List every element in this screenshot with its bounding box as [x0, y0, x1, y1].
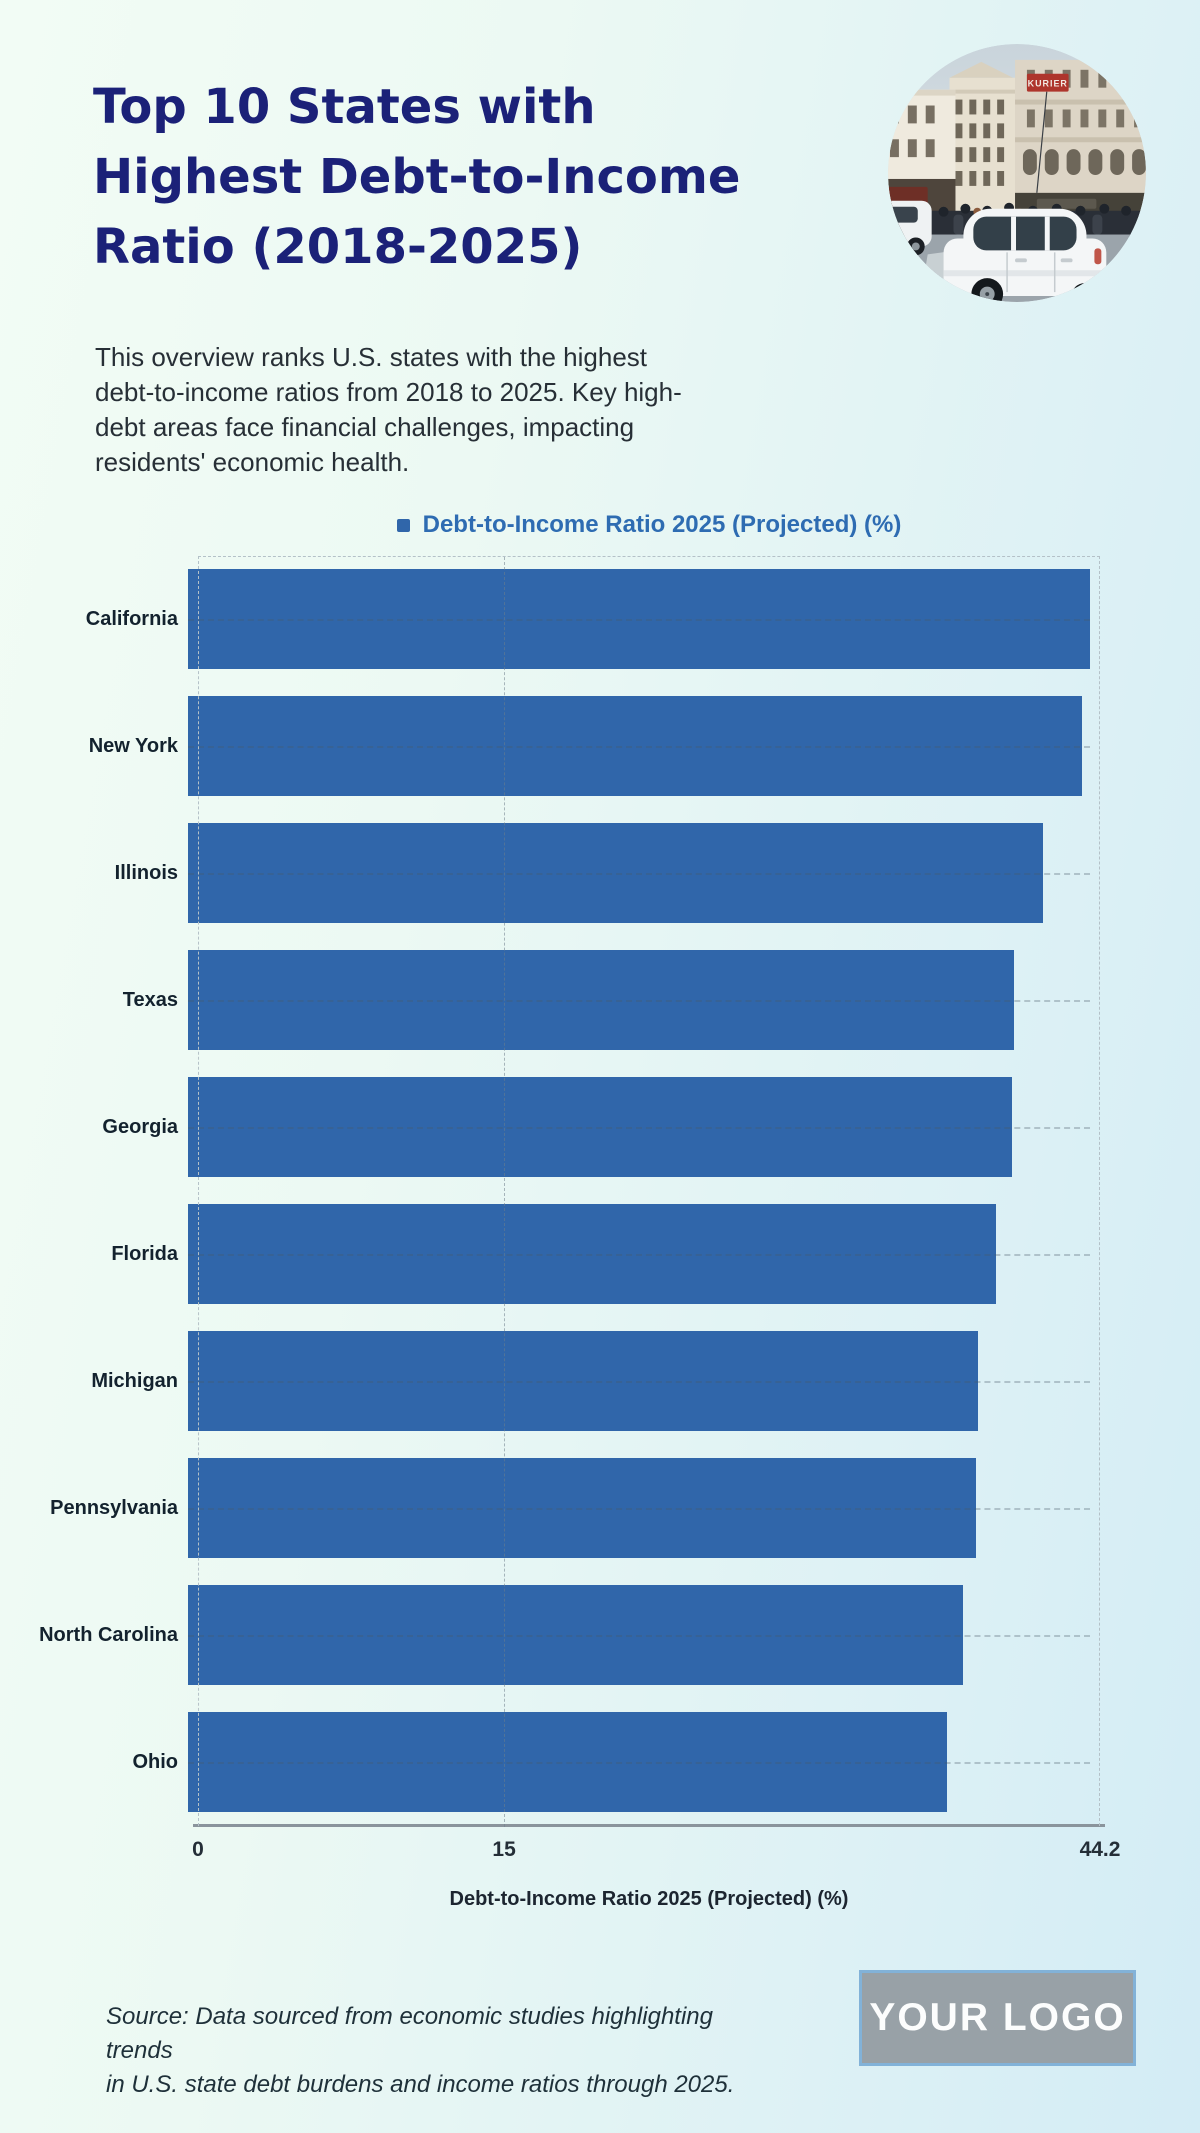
chart-legend: Debt-to-Income Ratio 2025 (Projected) (%…	[198, 508, 1100, 542]
row-gridline	[188, 1381, 1090, 1383]
row-gridline	[188, 1254, 1090, 1256]
bar	[188, 1585, 964, 1685]
category-label: Georgia	[102, 1116, 178, 1138]
description-text: This overview ranks U.S. states with the…	[95, 342, 682, 477]
category-label: Texas	[122, 989, 178, 1011]
chart-row: Georgia	[0, 1064, 1100, 1191]
legend-marker-icon	[396, 518, 410, 532]
row-gridline	[188, 1000, 1090, 1002]
chart-rows: California New York Illinois Texas Georgia Fl…	[0, 556, 1100, 1826]
bar-track	[188, 1064, 1090, 1191]
row-gridline	[188, 1762, 1090, 1764]
chart-row: Illinois	[0, 810, 1100, 937]
page-title: Top 10 States with Highest Debt-to-Incom…	[93, 79, 741, 276]
photo-kurier-sign: KURIER	[1026, 73, 1069, 193]
bar-track	[188, 1191, 1090, 1318]
row-gridline	[188, 1127, 1090, 1129]
source-note: Source: Data sourced from economic studi…	[106, 2003, 735, 2098]
bar	[188, 1331, 978, 1431]
chart-row: Texas	[0, 937, 1100, 1064]
bar	[188, 1204, 997, 1304]
chart-row: Pennsylvania	[0, 1445, 1100, 1572]
chart-row: Florida	[0, 1191, 1100, 1318]
chart-row: New York	[0, 683, 1100, 810]
bar-track	[188, 556, 1090, 683]
bar	[188, 823, 1044, 923]
street-photo: KURIER	[888, 44, 1146, 302]
row-gridline	[188, 619, 1090, 621]
category-label: California	[85, 608, 178, 630]
bar-chart: California New York Illinois Texas Georgia Fl…	[0, 556, 1200, 1827]
x-ticks: 0 15 44.2	[192, 1838, 1120, 1868]
bar-track	[188, 937, 1090, 1064]
category-label: Florida	[111, 1243, 178, 1265]
street-photo-illustration: KURIER	[888, 44, 1146, 302]
x-tick-label: 15	[492, 1838, 516, 1861]
row-gridline	[188, 746, 1090, 748]
logo-text: YOUR LOGO	[869, 1996, 1126, 2039]
bar	[188, 950, 1015, 1050]
photo-sign-text: KURIER	[1028, 79, 1068, 89]
photo-taxi	[888, 200, 932, 256]
category-label: Michigan	[91, 1370, 178, 1392]
chart-row: Michigan	[0, 1318, 1100, 1445]
bar	[188, 1077, 1013, 1177]
photo-center-building	[949, 61, 1016, 227]
chart-row: North Carolina	[0, 1572, 1100, 1699]
bar-track	[188, 683, 1090, 810]
category-label: Pennsylvania	[50, 1497, 178, 1519]
x-axis-title: Debt-to-Income Ratio 2025 (Projected) (%…	[449, 1888, 849, 1910]
category-label: New York	[88, 735, 178, 757]
x-axis-line	[193, 1824, 1105, 1827]
chart-row: California	[0, 556, 1100, 683]
x-tick-label: 0	[192, 1838, 204, 1861]
category-label: Ohio	[132, 1751, 178, 1773]
photo-white-car	[943, 208, 1107, 302]
x-tick-label: 44.2	[1079, 1838, 1121, 1861]
bar-track	[188, 1699, 1090, 1826]
row-gridline	[188, 1635, 1090, 1637]
chart-row: Ohio	[0, 1699, 1100, 1826]
bar	[188, 696, 1082, 796]
legend-label: Debt-to-Income Ratio 2025 (Projected) (%…	[422, 511, 902, 538]
bar	[188, 1712, 948, 1812]
bar-track	[188, 1445, 1090, 1572]
category-label: North Carolina	[39, 1624, 178, 1646]
logo-box: YOUR LOGO	[859, 1970, 1136, 2066]
bar-track	[188, 810, 1090, 937]
row-gridline	[188, 1508, 1090, 1510]
bar-track	[188, 1318, 1090, 1445]
bar	[188, 1458, 976, 1558]
bar	[188, 569, 1090, 669]
bar-track	[188, 1572, 1090, 1699]
row-gridline	[188, 873, 1090, 875]
category-label: Illinois	[114, 862, 178, 884]
